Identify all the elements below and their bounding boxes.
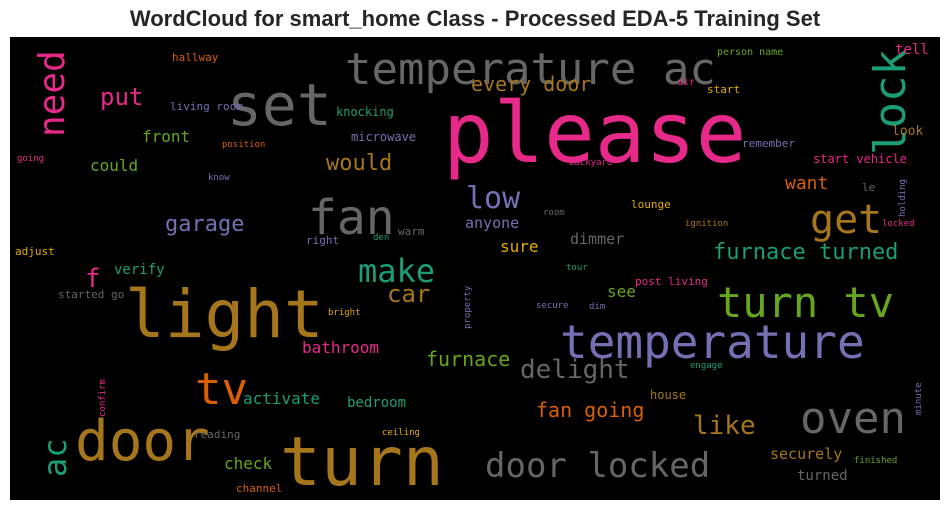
word-channel: channel bbox=[236, 482, 282, 495]
word-verify: verify bbox=[114, 262, 165, 278]
chart-title: WordCloud for smart_home Class - Process… bbox=[129, 6, 821, 31]
word-turned: turned bbox=[797, 468, 848, 484]
word-know: know bbox=[208, 173, 230, 183]
word-finished: finished bbox=[854, 456, 897, 466]
word-set: set bbox=[227, 71, 332, 139]
word-look: look bbox=[892, 124, 923, 139]
word-living-room: living room bbox=[170, 100, 243, 113]
word-like: like bbox=[693, 411, 756, 441]
word-get: get bbox=[810, 197, 882, 243]
word-need: need bbox=[32, 50, 73, 137]
word-bright: bright bbox=[328, 308, 361, 318]
word-knocking: knocking bbox=[336, 105, 394, 119]
word-reading: reading bbox=[194, 428, 240, 441]
word-light: light bbox=[125, 276, 324, 353]
word-temperature: temperature bbox=[560, 315, 865, 369]
word-please: please bbox=[443, 84, 746, 182]
word-dimmer: dimmer bbox=[570, 230, 624, 248]
word-position: position bbox=[222, 140, 265, 150]
word-house: house bbox=[650, 388, 686, 402]
word-warm: warm bbox=[398, 225, 425, 238]
word-every-door: every door bbox=[471, 72, 591, 96]
word-ac: ac bbox=[36, 438, 74, 477]
word-adjust: adjust bbox=[15, 245, 55, 258]
word-minute: minute bbox=[914, 382, 924, 415]
word-start-vehicle: start vehicle bbox=[813, 152, 907, 166]
word-ignition: ignition bbox=[685, 219, 728, 229]
word-car: car bbox=[387, 280, 430, 308]
word-ceiling: ceiling bbox=[382, 428, 420, 438]
word-put: put bbox=[100, 83, 143, 111]
word-would: would bbox=[326, 151, 392, 176]
word-furnace: furnace bbox=[426, 347, 510, 371]
word-fan-going: fan going bbox=[536, 398, 644, 422]
word-oven: oven bbox=[800, 393, 906, 444]
word-lock: lock bbox=[865, 49, 916, 155]
word-see: see bbox=[607, 282, 636, 301]
word-right: right bbox=[306, 234, 339, 247]
word-lounge: lounge bbox=[631, 198, 671, 211]
word-turn: turn bbox=[280, 423, 444, 500]
word-door-locked: door locked bbox=[485, 446, 710, 486]
word-dim: dim bbox=[589, 302, 605, 312]
word-anyone: anyone bbox=[465, 214, 519, 232]
word-securely: securely bbox=[770, 445, 842, 463]
word-confirm: confirm bbox=[98, 379, 108, 417]
wordcloud-canvas: please turn light temperature set temperature… bbox=[10, 37, 940, 500]
word-tell: tell bbox=[895, 42, 929, 58]
word-person-name: person name bbox=[717, 47, 783, 58]
word-started-go: started go bbox=[58, 288, 124, 301]
word-temperature-ac: temperature ac bbox=[345, 44, 716, 95]
word-start: start bbox=[707, 83, 740, 96]
word-remember: remember bbox=[742, 137, 795, 150]
word-room: room bbox=[543, 208, 565, 218]
word-furnace-turned: furnace turned bbox=[713, 240, 898, 265]
word-make: make bbox=[358, 252, 435, 290]
word-backyard: backyard bbox=[569, 158, 612, 168]
word-delight: delight bbox=[520, 355, 630, 385]
wordcloud-svg: please turn light temperature set temperature… bbox=[15, 42, 929, 500]
word-bedroom: bedroom bbox=[347, 395, 406, 411]
word-fan: fan bbox=[308, 190, 395, 246]
word-tv: tv bbox=[195, 364, 248, 415]
word-engage: engage bbox=[690, 361, 723, 371]
word-secure: secure bbox=[536, 301, 569, 311]
word-post-living: post living bbox=[635, 275, 708, 288]
word-could: could bbox=[90, 156, 138, 175]
word-garage: garage bbox=[165, 212, 244, 237]
word-le: le bbox=[862, 181, 875, 194]
word-den: den bbox=[373, 233, 389, 243]
word-front: front bbox=[142, 127, 190, 146]
word-holding: holding bbox=[898, 179, 908, 217]
word-locked: locked bbox=[882, 219, 915, 229]
word-bathroom: bathroom bbox=[302, 338, 379, 357]
word-tour: tour bbox=[566, 263, 588, 273]
word-f: f bbox=[85, 264, 101, 294]
word-want: want bbox=[785, 173, 828, 194]
word-air: air bbox=[677, 77, 695, 88]
word-door: door bbox=[75, 409, 210, 474]
word-sure: sure bbox=[500, 237, 539, 256]
word-check: check bbox=[224, 454, 273, 473]
word-low: low bbox=[466, 181, 521, 216]
word-property: property bbox=[463, 285, 473, 329]
word-going: going bbox=[17, 154, 44, 164]
word-turn-tv: turn tv bbox=[717, 278, 894, 327]
word-activate: activate bbox=[243, 389, 320, 408]
word-hallway: hallway bbox=[172, 51, 219, 64]
word-microwave: microwave bbox=[351, 130, 416, 144]
